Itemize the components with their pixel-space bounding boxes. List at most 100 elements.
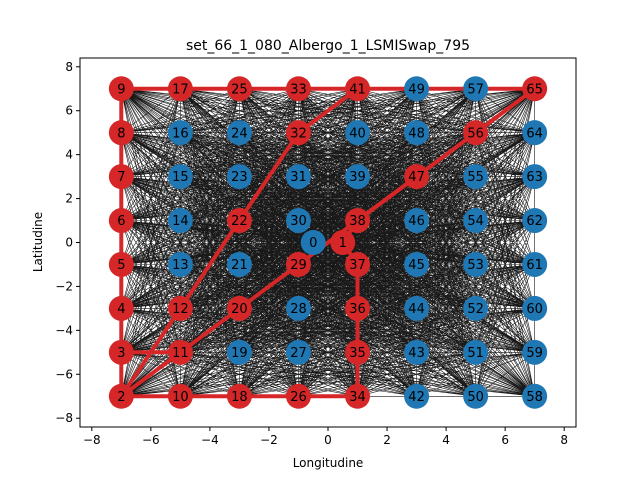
node-label: 22 (231, 214, 248, 229)
y-tick-label: 2 (65, 192, 73, 206)
node-10: 10 (167, 383, 193, 409)
node-27: 27 (285, 339, 311, 365)
node-3: 3 (108, 339, 134, 365)
node-marker (108, 251, 134, 277)
node-marker (167, 383, 193, 409)
node-marker (108, 164, 134, 190)
node-7: 7 (108, 164, 134, 190)
node-32: 32 (285, 120, 311, 146)
node-40: 40 (345, 120, 371, 146)
node-56: 56 (463, 120, 489, 146)
y-axis-label: Latitudine (31, 212, 45, 272)
node-41: 41 (345, 76, 371, 102)
node-47: 47 (404, 164, 430, 190)
node-label: 2 (117, 390, 125, 405)
node-marker (463, 251, 489, 277)
node-43: 43 (404, 339, 430, 365)
node-45: 45 (404, 251, 430, 277)
node-label: 42 (408, 390, 425, 405)
node-label: 43 (408, 346, 425, 361)
node-marker (463, 164, 489, 190)
node-marker (522, 164, 548, 190)
y-tick-label: 8 (65, 60, 73, 74)
node-55: 55 (463, 164, 489, 190)
node-59: 59 (522, 339, 548, 365)
node-62: 62 (522, 208, 548, 234)
node-marker (463, 383, 489, 409)
plot-area: 0 123456789101112131415161718192021222324… (79, 57, 577, 428)
x-axis-label: Longitudine (293, 456, 364, 470)
node-28: 28 (285, 295, 311, 321)
node-marker (463, 76, 489, 102)
node-label: 24 (231, 126, 248, 141)
node-24: 24 (226, 120, 252, 146)
node-label: 8 (117, 126, 125, 141)
node-9: 9 (108, 76, 134, 102)
x-tick-label: −8 (83, 433, 101, 447)
node-60: 60 (522, 295, 548, 321)
node-marker (167, 164, 193, 190)
node-marker (226, 208, 252, 234)
node-marker (345, 164, 371, 190)
node-label: 30 (290, 214, 307, 229)
node-label: 19 (231, 346, 248, 361)
node-label: 55 (467, 170, 484, 185)
node-label: 49 (408, 82, 425, 97)
node-57: 57 (463, 76, 489, 102)
node-label: 11 (172, 346, 189, 361)
node-label: 0 (309, 236, 317, 251)
node-marker (404, 339, 430, 365)
node-marker (404, 120, 430, 146)
x-tick-label: 4 (442, 433, 450, 447)
node-53: 53 (463, 251, 489, 277)
node-22: 22 (226, 208, 252, 234)
x-tick-label: 8 (560, 433, 568, 447)
node-64: 64 (522, 120, 548, 146)
node-13: 13 (167, 251, 193, 277)
y-axis-ticks: −8 −6 −4 −2 0 2 4 6 8 (55, 60, 80, 425)
node-label: 44 (408, 302, 425, 317)
node-marker (285, 295, 311, 321)
node-marker (463, 120, 489, 146)
node-label: 47 (408, 170, 425, 185)
node-marker (108, 76, 134, 102)
node-marker (226, 164, 252, 190)
node-38: 38 (345, 208, 371, 234)
node-1: 1 (330, 230, 356, 255)
node-label: 16 (172, 126, 189, 141)
node-marker (108, 120, 134, 146)
x-tick-label: −2 (260, 433, 278, 447)
chart-title: set_66_1_080_Albergo_1_LSMISwap_795 (186, 38, 470, 54)
node-marker (226, 383, 252, 409)
node-marker (167, 120, 193, 146)
node-marker (345, 339, 371, 365)
node-46: 46 (404, 208, 430, 234)
node-52: 52 (463, 295, 489, 321)
node-label: 1 (339, 236, 347, 251)
node-label: 5 (117, 258, 125, 273)
node-50: 50 (463, 383, 489, 409)
node-label: 32 (290, 126, 307, 141)
node-51: 51 (463, 339, 489, 365)
y-tick-label: −6 (55, 367, 73, 381)
node-15: 15 (167, 164, 193, 190)
node-marker (345, 295, 371, 321)
node-marker (167, 251, 193, 277)
node-label: 65 (526, 82, 543, 97)
node-label: 25 (231, 82, 248, 97)
node-label: 53 (467, 258, 484, 273)
node-label: 6 (117, 214, 125, 229)
node-label: 28 (290, 302, 307, 317)
node-marker (226, 339, 252, 365)
node-marker (522, 295, 548, 321)
node-marker (300, 230, 326, 255)
node-layer: 0 123456789101112131415161718192021222324… (108, 76, 548, 409)
node-label: 56 (467, 126, 484, 141)
node-marker (522, 76, 548, 102)
y-tick-label: −2 (55, 279, 73, 293)
node-label: 35 (349, 346, 366, 361)
node-marker (285, 76, 311, 102)
node-marker (285, 208, 311, 234)
node-19: 19 (226, 339, 252, 365)
